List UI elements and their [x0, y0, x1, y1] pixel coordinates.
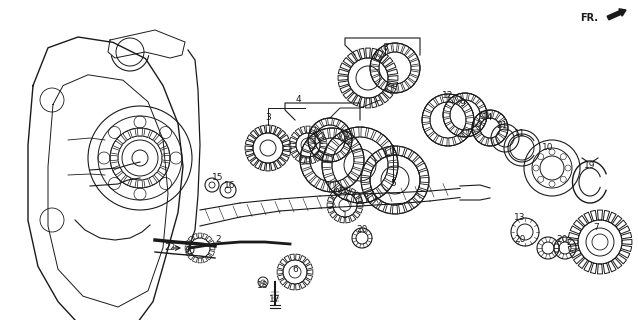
FancyArrow shape — [607, 9, 626, 20]
Text: 9: 9 — [459, 100, 465, 108]
Text: 1: 1 — [342, 211, 348, 220]
Text: 11: 11 — [514, 129, 526, 138]
Text: 7: 7 — [593, 223, 599, 233]
Text: 12: 12 — [442, 92, 454, 100]
Text: 19: 19 — [584, 161, 596, 170]
Text: 22: 22 — [165, 244, 175, 252]
Text: 3: 3 — [265, 114, 271, 123]
Text: 17: 17 — [269, 295, 281, 305]
Text: 13: 13 — [514, 213, 526, 222]
Text: FR.: FR. — [580, 13, 598, 23]
Text: 6: 6 — [292, 266, 298, 275]
Text: 10: 10 — [542, 143, 554, 153]
Text: 15: 15 — [212, 173, 224, 182]
Text: 2: 2 — [215, 236, 221, 244]
Text: 18: 18 — [257, 281, 269, 290]
Text: 14: 14 — [482, 114, 494, 123]
Text: 20: 20 — [514, 236, 526, 244]
Text: 5: 5 — [390, 179, 396, 188]
Text: 20: 20 — [556, 236, 568, 244]
Text: 4: 4 — [295, 95, 300, 105]
Text: 21: 21 — [496, 121, 508, 130]
Text: 16: 16 — [224, 180, 236, 189]
Text: 8: 8 — [382, 44, 388, 52]
Text: 20: 20 — [356, 226, 367, 235]
